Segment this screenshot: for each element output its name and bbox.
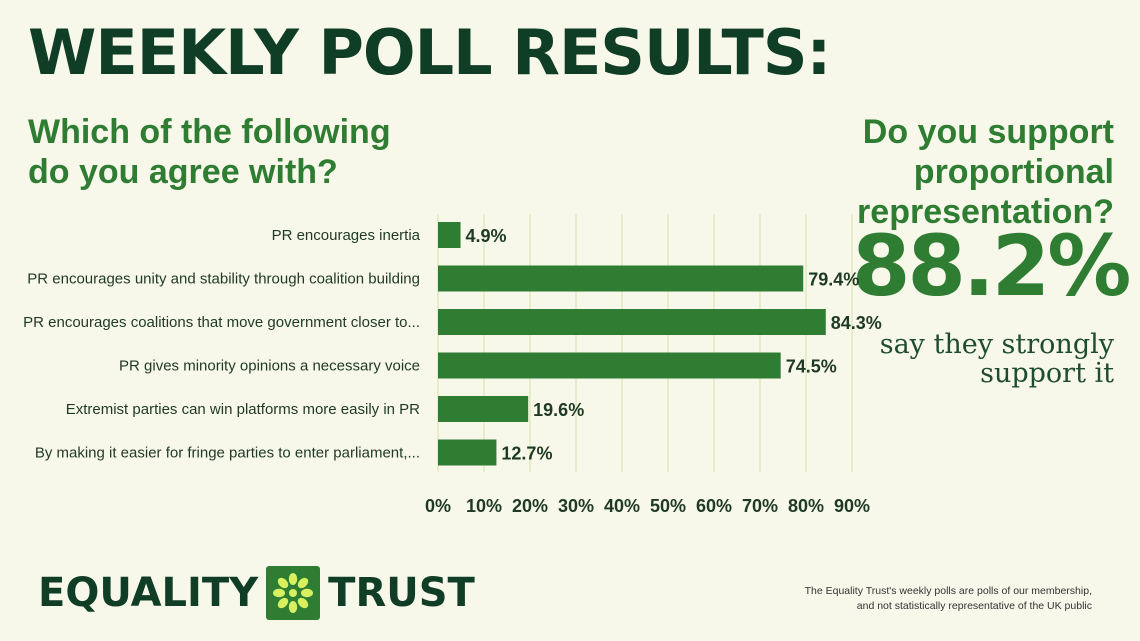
support-caption-line-2: support it: [980, 358, 1114, 389]
bar: [438, 396, 529, 422]
category-label: Extremist parties can win platforms more…: [66, 401, 420, 418]
category-label: PR encourages inertia: [272, 227, 421, 244]
logo-word-trust: TRUST: [328, 570, 475, 616]
equality-trust-logo: EQUALITY TRUST: [38, 566, 475, 620]
question-right-line-2: representation?: [857, 193, 1114, 231]
question-left: Which of the following do you agree with…: [28, 112, 448, 192]
support-caption: say they strongly support it: [834, 330, 1114, 388]
bar: [438, 309, 826, 335]
x-tick-label: 10%: [466, 496, 502, 516]
value-label: 79.4%: [808, 270, 859, 290]
asterisk-flower-icon: [266, 566, 321, 620]
x-tick-label: 30%: [558, 496, 594, 516]
footnote-line-2: and not statistically representative of …: [856, 600, 1092, 612]
category-label: PR encourages unity and stability throug…: [27, 271, 420, 288]
question-left-line-2: do you agree with?: [28, 153, 338, 191]
value-label: 4.9%: [466, 226, 507, 246]
value-label: 19.6%: [533, 400, 584, 420]
question-right-line-1: Do you support proportional: [862, 113, 1114, 191]
bar-chart: 0% 10% 20% 30% 40% 50% 60% 70% 80% 90% PR encourag…: [23, 214, 882, 516]
bar: [438, 265, 804, 292]
x-tick-label: 20%: [512, 496, 548, 516]
question-right: Do you support proportional representati…: [654, 112, 1114, 232]
bar: [438, 222, 461, 248]
value-label: 84.3%: [831, 313, 882, 333]
x-tick-label: 90%: [834, 496, 870, 516]
value-label: 74.5%: [786, 357, 837, 377]
x-tick-label: 40%: [604, 496, 640, 516]
footnote-line-1: The Equality Trust's weekly polls are po…: [804, 585, 1092, 597]
support-percentage: 88.2%: [852, 217, 1131, 315]
page-title: WEEKLY POLL RESULTS:: [28, 16, 831, 89]
x-tick-label: 80%: [788, 496, 824, 516]
x-tick-label: 60%: [696, 496, 732, 516]
question-left-line-1: Which of the following: [28, 113, 391, 151]
category-label: PR encourages coalitions that move gover…: [23, 314, 420, 331]
category-label: By making it easier for fringe parties t…: [35, 445, 420, 462]
support-caption-line-1: say they strongly: [879, 329, 1114, 360]
bar: [438, 352, 781, 379]
value-label: 12.7%: [501, 444, 552, 464]
bar: [438, 439, 497, 466]
x-tick-label: 70%: [742, 496, 778, 516]
category-label: PR gives minority opinions a necessary v…: [119, 358, 420, 375]
x-tick-label: 0%: [425, 496, 451, 516]
footnote: The Equality Trust's weekly polls are po…: [732, 584, 1092, 614]
x-tick-label: 50%: [650, 496, 686, 516]
logo-word-equality: EQUALITY: [38, 570, 259, 616]
